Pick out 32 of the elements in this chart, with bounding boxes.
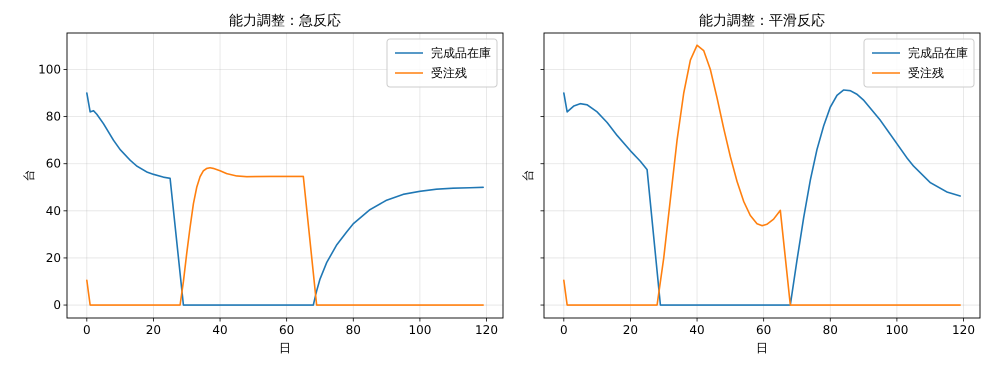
legend-label: 完成品在庫 [908,46,968,60]
x-tick-label: 0 [83,323,91,337]
y-tick-label: 60 [46,156,61,171]
y-tick-label: 0 [53,298,61,312]
y-tick-label: 20 [46,250,61,265]
line-series [86,92,484,306]
x-tick-label: 20 [146,323,162,337]
x-tick-label: 100 [408,323,432,337]
x-axis-title: 日 [279,341,291,355]
legend-label: 受注残 [431,66,467,80]
chart-title: 能力調整：急反応 [229,13,341,29]
chart-title: 能力調整：平滑反応 [699,13,825,29]
y-axis-title: 台 [22,170,36,182]
y-tick-label: 40 [46,204,61,218]
legend-label: 完成品在庫 [431,46,491,60]
x-tick-label: 0 [560,323,568,337]
x-tick-label: 60 [279,323,294,337]
x-tick-label: 80 [822,323,838,337]
legend-label: 受注残 [908,66,944,80]
x-tick-label: 120 [952,323,975,337]
x-tick-label: 20 [622,323,638,337]
y-tick-label: 100 [38,62,61,77]
x-tick-label: 60 [756,323,772,337]
y-axis-title: 台 [521,170,535,182]
x-axis-title: 日 [756,341,768,355]
x-tick-label: 40 [212,323,228,337]
x-tick-label: 40 [689,323,705,337]
line-series [86,166,484,306]
x-tick-label: 100 [885,323,908,337]
x-tick-label: 80 [346,323,361,337]
y-tick-label: 80 [46,110,61,124]
x-tick-label: 120 [475,323,498,337]
